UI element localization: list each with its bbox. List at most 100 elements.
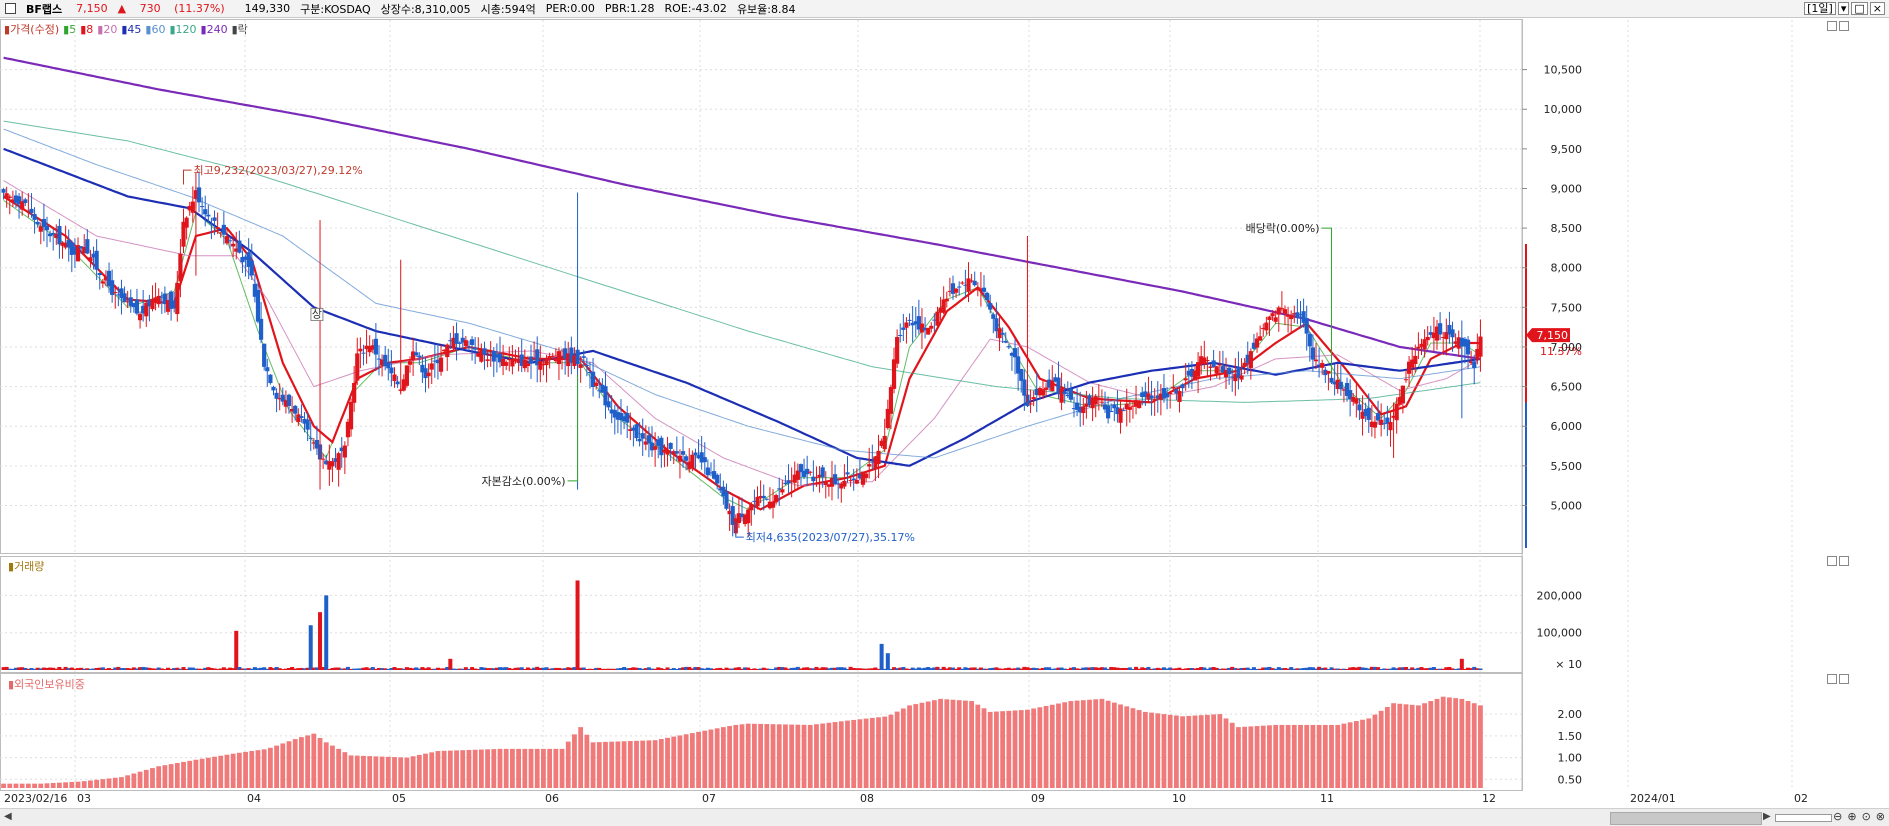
pane-minimize-icon[interactable] bbox=[1827, 674, 1837, 684]
volume-bar bbox=[153, 668, 158, 670]
candle-body bbox=[1124, 403, 1129, 410]
foreign-bar bbox=[1360, 719, 1365, 788]
candle-body bbox=[491, 350, 496, 362]
x-axis-label: 2024/01 bbox=[1630, 792, 1676, 805]
candle-body bbox=[749, 504, 754, 511]
foreign-bar bbox=[218, 755, 224, 788]
foreign-bar bbox=[106, 778, 112, 788]
legend-ma240[interactable]: ▮240 bbox=[200, 22, 228, 36]
volume-bar bbox=[1379, 668, 1384, 670]
zoom-track[interactable] bbox=[1775, 814, 1832, 822]
candle-body bbox=[1267, 316, 1272, 320]
volume-bar bbox=[417, 668, 422, 670]
foreign-bar bbox=[727, 726, 732, 788]
candle-body bbox=[997, 328, 1002, 339]
legend-ma20[interactable]: ▮20 bbox=[97, 22, 118, 36]
legend-ma8[interactable]: ▮8 bbox=[80, 22, 94, 36]
zoom-out-icon[interactable]: ⊖ bbox=[1833, 810, 1843, 823]
legend-ma60[interactable]: ▮60 bbox=[145, 22, 166, 36]
candle-body bbox=[1270, 313, 1275, 317]
volume-bar bbox=[783, 667, 788, 670]
pane-close-icon[interactable] bbox=[1839, 21, 1849, 31]
minimize-button[interactable]: ▾ bbox=[1837, 2, 1850, 15]
foreign-bar bbox=[783, 724, 788, 788]
pane-minimize-icon[interactable] bbox=[1827, 21, 1837, 31]
candle-body bbox=[618, 413, 624, 421]
candle-body bbox=[1465, 339, 1471, 355]
volume-bar bbox=[532, 667, 537, 670]
current-pct-label: 11.37% bbox=[1540, 345, 1582, 358]
volume-bar bbox=[1348, 667, 1353, 670]
candle-body bbox=[1397, 397, 1402, 405]
candle-body bbox=[187, 205, 192, 211]
scroll-left-icon[interactable]: ◀ bbox=[4, 811, 12, 822]
candle-body bbox=[758, 496, 763, 499]
candle-body bbox=[454, 333, 459, 344]
volume-bar bbox=[321, 666, 326, 670]
candle-body bbox=[684, 456, 689, 461]
legend-ma240-label: 240 bbox=[206, 22, 228, 36]
legend-price[interactable]: ▮가격(수정) bbox=[4, 23, 60, 36]
candle-body bbox=[1106, 405, 1111, 419]
candle-body bbox=[944, 298, 949, 302]
candle-body bbox=[1236, 367, 1241, 379]
candle-body bbox=[1047, 379, 1052, 388]
volume-bar bbox=[330, 668, 335, 670]
volume-bar bbox=[972, 667, 977, 670]
scroll-right-icon[interactable]: ▶ bbox=[1763, 811, 1771, 822]
close-button[interactable]: × bbox=[1869, 2, 1885, 15]
volume-bar bbox=[1295, 668, 1300, 670]
foreign-bar bbox=[1478, 705, 1483, 788]
foreign-bar bbox=[807, 724, 813, 788]
candle-body bbox=[1360, 411, 1365, 419]
pane-close-icon[interactable] bbox=[1839, 674, 1849, 684]
volume-bar bbox=[429, 668, 434, 670]
foreign-bar bbox=[1198, 715, 1204, 788]
horizontal-scrollbar[interactable]: ◀ ▶ ⊖ ⊕ ⊙ ⊗ bbox=[0, 808, 1889, 826]
zoom-fit-icon[interactable]: ⊗ bbox=[1875, 810, 1885, 823]
volume-bar bbox=[1202, 667, 1207, 670]
foreign-bar bbox=[770, 724, 776, 788]
volume-bar bbox=[1326, 669, 1331, 670]
candle-body bbox=[907, 319, 912, 321]
volume-bar bbox=[829, 667, 834, 670]
volume-bar bbox=[147, 667, 152, 670]
window-controls: [1일] ▾ □ × bbox=[1804, 2, 1885, 15]
candle-body bbox=[1245, 354, 1250, 363]
volume-bar bbox=[339, 668, 344, 670]
candle-body bbox=[106, 270, 112, 287]
candle-body bbox=[479, 349, 484, 362]
zoom-reset-icon[interactable]: ⊙ bbox=[1861, 810, 1871, 823]
legend-drop[interactable]: ▮락 bbox=[231, 23, 248, 36]
candle-body bbox=[383, 354, 388, 367]
zoom-in-icon[interactable]: ⊕ bbox=[1847, 810, 1857, 823]
candle-body bbox=[1211, 360, 1216, 368]
stock-chart[interactable]: 2023/02/16 03 04 05 06 07 08 09 10 11 12 2024/01 02 … bbox=[0, 0, 1889, 808]
maximize-button[interactable]: □ bbox=[1851, 2, 1868, 15]
candle-body bbox=[727, 510, 732, 515]
legend-ma5[interactable]: ▮5 bbox=[63, 22, 77, 36]
volume-bar bbox=[1186, 668, 1191, 670]
candle-body bbox=[128, 297, 133, 306]
volume-bar bbox=[439, 668, 444, 670]
candle-body bbox=[659, 437, 664, 456]
foreign-bar bbox=[423, 753, 428, 788]
pane-minimize-icon[interactable] bbox=[1827, 556, 1837, 566]
candle-body bbox=[494, 354, 499, 358]
foreign-bar bbox=[249, 751, 255, 788]
candle-body bbox=[1444, 332, 1449, 340]
title-checkbox[interactable] bbox=[5, 3, 16, 14]
stock-name: BF랩스 bbox=[26, 2, 63, 16]
foreign-bar bbox=[7, 783, 13, 788]
volume-bar bbox=[802, 667, 807, 670]
legend-ma120[interactable]: ▮120 bbox=[169, 22, 197, 36]
pane-close-icon[interactable] bbox=[1839, 556, 1849, 566]
volume-bar bbox=[1345, 669, 1350, 670]
foreign-bar bbox=[987, 711, 993, 788]
volume-bar bbox=[656, 667, 661, 670]
period-button[interactable]: [1일] bbox=[1804, 2, 1836, 15]
scroll-thumb[interactable] bbox=[1610, 812, 1762, 825]
volume-bar bbox=[864, 668, 869, 670]
legend-ma45[interactable]: ▮45 bbox=[121, 22, 142, 36]
foreign-bar bbox=[205, 757, 211, 788]
